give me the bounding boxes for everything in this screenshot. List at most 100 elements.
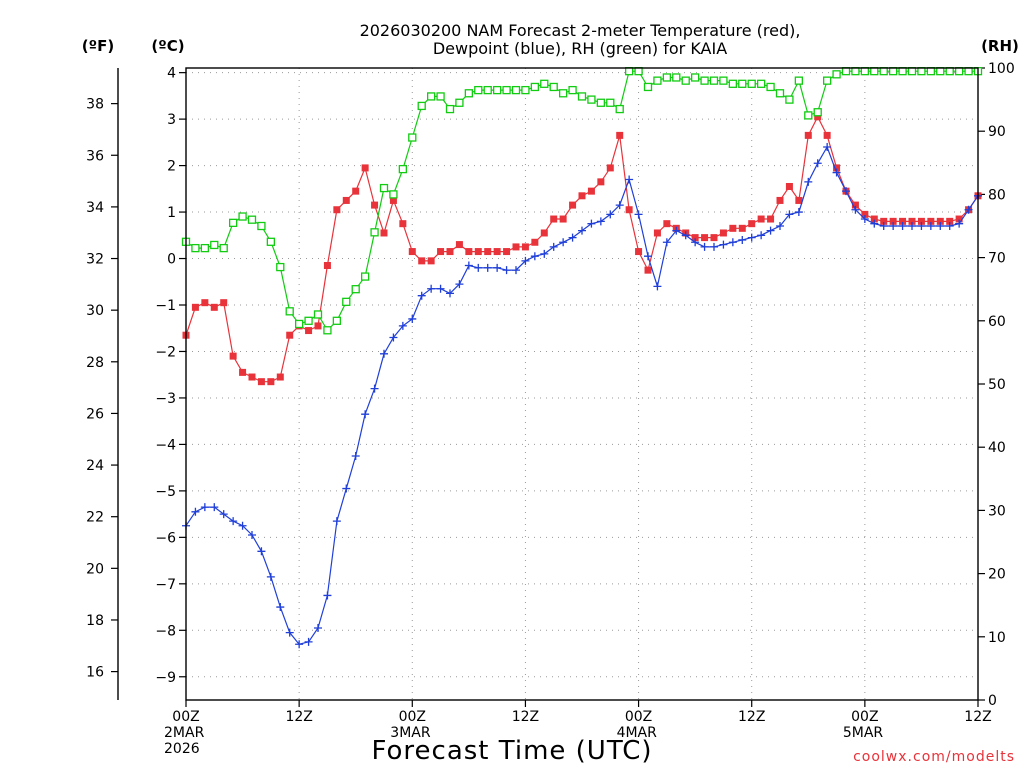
dewpoint-point <box>549 242 558 251</box>
temperature-point <box>550 215 558 223</box>
rh-point <box>709 76 719 85</box>
temperature-point <box>352 187 360 195</box>
celsius-tick-label: −9 <box>155 670 176 686</box>
temperature-point <box>503 248 511 256</box>
dewpoint-point <box>615 201 624 210</box>
dewpoint-point <box>578 226 586 235</box>
temperature-point <box>587 187 595 195</box>
x-tick-label: 00Z <box>172 709 199 725</box>
dewpoint-point <box>257 547 266 556</box>
rh-point <box>926 67 936 76</box>
rh-axis: 0 10 20 30 40 50 60 70 80 90 100 <box>978 61 1015 709</box>
temperature-point <box>493 248 501 256</box>
temperature-point <box>531 238 539 246</box>
dewpoint-point <box>238 521 247 530</box>
rh-line <box>185 70 978 332</box>
rh-point <box>690 73 700 82</box>
dewpoint-point <box>483 263 492 272</box>
rh-point <box>228 218 238 227</box>
temperature-point <box>710 234 718 242</box>
dewpoint-point <box>210 503 219 512</box>
rh-tick-label: 80 <box>988 187 1006 203</box>
rh-point <box>464 89 474 98</box>
rh-point <box>511 85 521 95</box>
rh-point <box>257 221 266 231</box>
dewpoint-point <box>464 261 473 270</box>
temperature-point <box>314 322 322 330</box>
temperature-point <box>748 220 756 228</box>
dewpoint-point <box>879 222 888 230</box>
rh-point <box>738 79 747 88</box>
temperature-point <box>559 215 567 223</box>
temperature-point <box>276 373 284 381</box>
temperature-point <box>446 248 454 256</box>
temperature-point <box>653 229 661 237</box>
dewpoint-point <box>719 240 728 249</box>
rh-point <box>285 307 294 316</box>
temperature-point <box>663 220 671 228</box>
rh-point <box>832 70 841 79</box>
fahrenheit-tick-label: 32 <box>86 252 104 268</box>
dewpoint-series <box>182 143 982 649</box>
rh-tick-label: 40 <box>988 440 1006 456</box>
dewpoint-point <box>672 226 681 235</box>
dewpoint-point <box>851 205 860 214</box>
dewpoint-point <box>926 222 935 230</box>
temperature-point <box>814 113 822 121</box>
temperature-point <box>917 217 925 225</box>
rh-point <box>266 237 276 246</box>
dewpoint-point <box>700 242 709 251</box>
dewpoint-point <box>710 242 718 251</box>
rh-point <box>936 67 945 76</box>
rh-point <box>313 310 323 319</box>
dewpoint-point <box>842 187 850 196</box>
rh-point <box>474 85 483 95</box>
dewpoint-point <box>530 252 539 261</box>
temperature-line <box>185 115 979 383</box>
temperature-point <box>399 220 407 228</box>
temperature-point <box>474 248 482 256</box>
credit-label: coolwx.com/modelts <box>853 749 1015 765</box>
dewpoint-point <box>559 238 568 247</box>
rh-point <box>549 82 558 92</box>
celsius-tick-label: −8 <box>155 623 176 639</box>
rh-point <box>342 297 351 306</box>
celsius-tick-label: −4 <box>155 437 176 453</box>
dewpoint-point <box>295 640 304 649</box>
temperature-point <box>540 229 548 237</box>
dewpoint-point <box>757 231 766 240</box>
temperature-point <box>823 131 831 139</box>
rh-point <box>964 67 973 76</box>
rh-point <box>521 85 530 95</box>
rh-point <box>662 73 672 82</box>
dewpoint-point <box>540 249 549 258</box>
dewpoint-point <box>747 233 756 242</box>
dewpoint-point <box>512 266 520 275</box>
dewpoint-point <box>823 143 832 151</box>
temperature-point <box>625 206 633 214</box>
temperature-point <box>484 248 492 256</box>
dewpoint-point <box>398 321 407 330</box>
rh-point <box>917 67 926 76</box>
temperature-point <box>955 215 963 223</box>
x-tick-label: 00Z <box>625 709 652 725</box>
rh-point <box>502 85 511 95</box>
celsius-tick-label: 4 <box>167 66 176 82</box>
temperature-point <box>333 206 341 214</box>
x-axis-title: Forecast Time (UTC) <box>371 736 652 766</box>
celsius-tick-label: 0 <box>167 252 176 268</box>
temperature-point <box>946 217 954 225</box>
temperature-point <box>323 262 331 269</box>
rh-point <box>804 111 813 120</box>
rh-point <box>870 67 879 76</box>
temperature-point <box>239 368 247 376</box>
rh-point <box>247 215 257 224</box>
temperature-point <box>644 266 652 274</box>
rh-point <box>408 133 417 142</box>
fahrenheit-tick-label: 34 <box>86 200 104 216</box>
temperature-point <box>899 217 907 225</box>
plot-frame <box>185 67 979 701</box>
x-date-label: 2026 <box>164 741 200 757</box>
dewpoint-point <box>436 284 445 293</box>
